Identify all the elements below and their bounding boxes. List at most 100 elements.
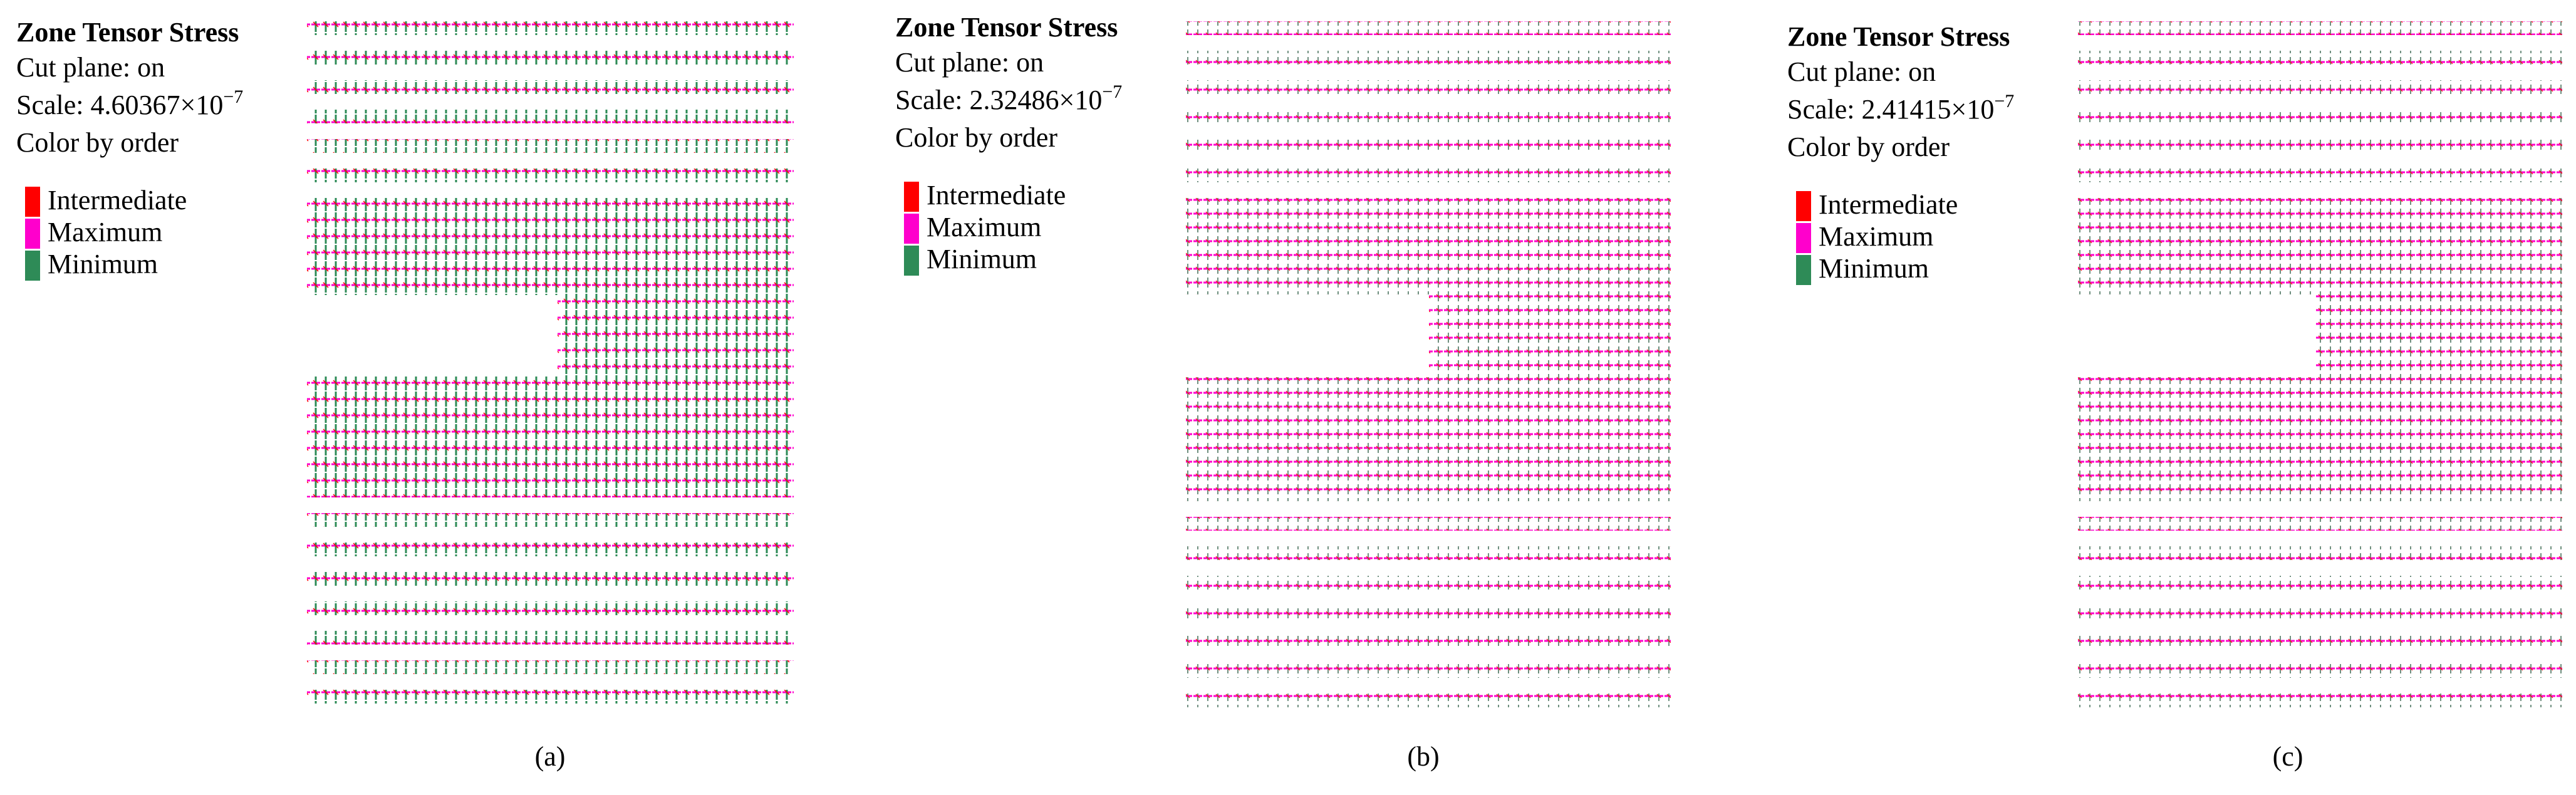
tensor-row (2078, 487, 2562, 501)
tensor-row (307, 210, 794, 224)
tensor-row (1186, 694, 1671, 707)
tensor-row (2078, 198, 2562, 212)
tensor-row (2316, 322, 2562, 336)
tensor-row (1186, 169, 1671, 182)
tensor-row (558, 317, 794, 331)
tensor-row (1186, 377, 1671, 391)
tensor-row (1186, 281, 1671, 294)
tensor-row (307, 660, 794, 674)
tensor-row (307, 139, 794, 153)
scale-exponent: −7 (1994, 91, 2014, 112)
tensor-row (2078, 576, 2562, 590)
tensor-row (307, 269, 794, 283)
tensor-row (2078, 605, 2562, 619)
tensor-row (307, 388, 794, 402)
scale-text: Scale: 2.32486×10 (895, 85, 1102, 115)
legend-swatch (25, 187, 40, 217)
tensor-row (558, 353, 794, 366)
legend-label: Maximum (1819, 221, 1933, 252)
legend-label: Minimum (48, 249, 158, 279)
tensor-row (307, 513, 794, 527)
tensor-row (2078, 446, 2562, 460)
tensor-row (1429, 363, 1671, 377)
tensor-row (2078, 432, 2562, 446)
tensor-row (307, 21, 794, 35)
legend-swatch (1796, 223, 1811, 253)
scale-exponent: −7 (223, 86, 243, 107)
tensor-row (1429, 322, 1671, 336)
tensor-row (307, 246, 794, 259)
tensor-row (1186, 212, 1671, 226)
tensor-row (1186, 635, 1671, 648)
scale: Scale: 4.60367×10−7 (16, 86, 243, 120)
tensor-row (2078, 377, 2562, 391)
tensor-row (307, 572, 794, 586)
scale: Scale: 2.41415×10−7 (1787, 91, 2014, 125)
tensor-row (2078, 391, 2562, 405)
legend-swatch (25, 251, 40, 281)
tensor-row (1186, 139, 1671, 153)
tensor-row (2078, 169, 2562, 182)
legend-swatch (904, 214, 919, 244)
tensor-row (2078, 226, 2562, 239)
tensor-row (2078, 239, 2562, 253)
tensor-row (1429, 294, 1671, 308)
tensor-row (1186, 460, 1671, 474)
cut-plane: Cut plane: on (1787, 56, 1936, 87)
tensor-row (1186, 546, 1671, 560)
color-by: Color by order (895, 122, 1057, 153)
color-by: Color by order (1787, 132, 1950, 162)
tensor-row (2316, 363, 2562, 377)
tensor-row (1186, 51, 1671, 65)
tensor-row (307, 448, 794, 462)
tensor-row (307, 412, 794, 426)
panel-title: Zone Tensor Stress (1787, 21, 2010, 52)
tensor-row (1429, 350, 1671, 363)
tensor-row (2078, 664, 2562, 678)
tensor-row (1186, 576, 1671, 590)
legend-swatch (25, 219, 40, 249)
tensor-row (307, 257, 794, 271)
tensor-row (1429, 336, 1671, 350)
tensor-row (1186, 474, 1671, 487)
tensor-row (1186, 226, 1671, 239)
tensor-row (2078, 418, 2562, 432)
tensor-row (1186, 239, 1671, 253)
tensor-row (1186, 605, 1671, 619)
tensor-row (1186, 21, 1671, 35)
legend-label: Intermediate (1819, 189, 1958, 220)
tensor-row (1186, 267, 1671, 281)
tensor-row (1186, 418, 1671, 432)
tensor-row (307, 110, 794, 123)
tensor-row (307, 631, 794, 645)
tensor-row (2078, 267, 2562, 281)
tensor-row (307, 601, 794, 615)
panel-title: Zone Tensor Stress (895, 12, 1118, 43)
tensor-row (307, 222, 794, 236)
tensor-row (1186, 487, 1671, 501)
tensor-row (1186, 253, 1671, 267)
tensor-row (2078, 546, 2562, 560)
legend-swatch (1796, 255, 1811, 285)
tensor-row (2078, 460, 2562, 474)
panels: Zone Tensor Stress Cut plane: on Scale: 4.… (16, 12, 2562, 772)
tensor-row (2078, 281, 2562, 294)
tensor-row (307, 80, 794, 94)
tensor-row (2078, 212, 2562, 226)
tensor-row (307, 424, 794, 438)
tensor-row (2078, 139, 2562, 153)
tensor-row (307, 460, 794, 474)
caption: (b) (1407, 741, 1439, 772)
tensor-field (1186, 21, 1671, 707)
tensor-row (2316, 350, 2562, 363)
tensor-row (307, 543, 794, 556)
tensor-row (558, 293, 794, 307)
tensor-row (307, 169, 794, 182)
tensor-row (307, 51, 794, 65)
legend-label: Intermediate (927, 180, 1066, 210)
color-by: Color by order (16, 127, 179, 158)
tensor-row (2078, 21, 2562, 35)
tensor-field (2078, 21, 2562, 707)
